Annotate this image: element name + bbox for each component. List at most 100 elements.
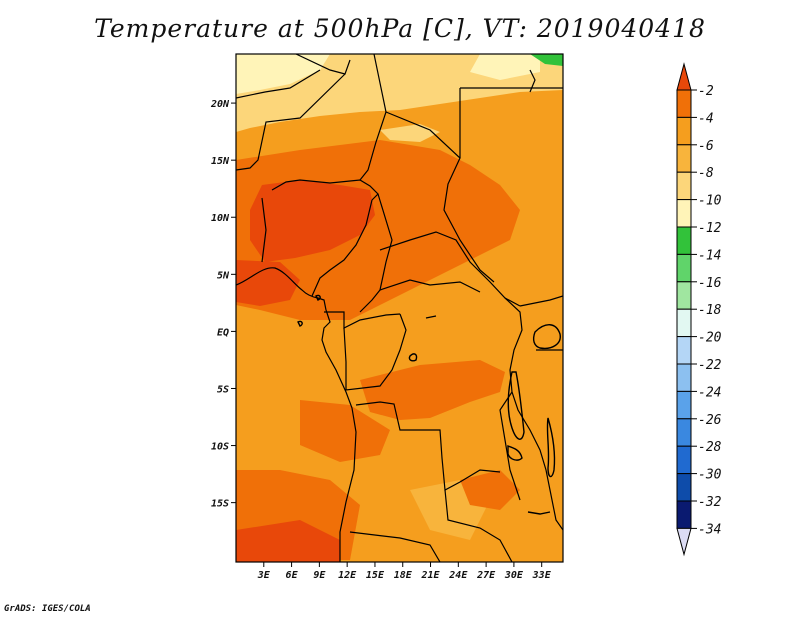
- colorbar-label: -4: [698, 111, 714, 126]
- field-coolest-northwest: [236, 54, 330, 94]
- lake-mai-ndombe: [408, 353, 418, 362]
- lake-mweru: [507, 445, 523, 461]
- border-north-1: [295, 54, 351, 75]
- field-coolest-northeast: [470, 54, 540, 80]
- border-niger: [236, 73, 346, 171]
- field-green-patch: [530, 54, 563, 66]
- colorbar-label: -26: [698, 413, 722, 428]
- field-warm-patch: [460, 470, 520, 510]
- field-warm-south: [300, 400, 390, 462]
- latitude-axis: 20N 15N 10N 5N EQ 5S 10S 15S: [210, 99, 236, 510]
- border-car-drc: [379, 279, 481, 293]
- border-nigeria-north: [271, 179, 379, 201]
- colorbar-label: -24: [698, 385, 721, 400]
- river-congo: [425, 315, 437, 319]
- colorbar-label: -12: [698, 221, 722, 236]
- lon-tick-label: 33E: [532, 570, 552, 581]
- colorbar-segment: [676, 144, 692, 173]
- colorbar-label: -28: [698, 440, 722, 455]
- lat-tick-label: 20N: [210, 99, 230, 110]
- lon-tick-label: 12E: [338, 570, 357, 581]
- longitude-axis: 3E 6E 9E 12E 15E 18E 21E 24E 27E 30E 33E: [257, 562, 552, 581]
- colorbar-segment: [676, 89, 692, 118]
- colorbar-segment: [676, 308, 692, 338]
- border-tanzania: [499, 391, 521, 501]
- colorbar-label: -18: [698, 303, 722, 318]
- lake-tanganyika: [507, 371, 525, 440]
- border-east-drc: [504, 297, 563, 531]
- lake-malawi: [546, 417, 556, 478]
- border-car-south: [379, 231, 521, 307]
- colorbar-segment: [676, 253, 692, 283]
- colorbar-bottom-arrow: [676, 527, 692, 557]
- border-chad-sudan: [385, 111, 495, 283]
- west-africa-coastline: [236, 267, 327, 311]
- colorbar-label: -2: [698, 84, 714, 99]
- lon-tick-label: 27E: [476, 570, 496, 581]
- colorbar-label: -14: [698, 248, 721, 263]
- map-frame: [235, 53, 564, 563]
- colorbar-segment: [676, 363, 692, 392]
- colorbar-segment: [676, 116, 692, 146]
- field-warmest-southwest: [236, 520, 340, 562]
- border-sinai: [529, 69, 536, 93]
- lake-kariba: [527, 511, 551, 515]
- colorbar-top-arrow: [676, 62, 692, 91]
- central-africa-coastline: [321, 309, 357, 562]
- country-borders: [236, 54, 563, 562]
- colorbar-segment: [676, 390, 692, 420]
- lon-tick-label: 18E: [394, 570, 413, 581]
- colorbar-label: -34: [698, 522, 721, 537]
- colorbar-segment: [676, 199, 692, 228]
- lat-tick-label: 5S: [217, 384, 229, 395]
- lon-tick-label: 30E: [504, 570, 524, 581]
- grads-credit: GrADS: IGES/COLA: [4, 604, 91, 614]
- field-warmest-nigeria: [250, 180, 375, 262]
- colorbar-segment: [676, 500, 692, 529]
- lon-tick-label: 6E: [286, 570, 299, 581]
- lat-tick-label: 10N: [211, 213, 230, 224]
- border-namibia: [349, 531, 441, 562]
- lat-tick-label: 10S: [211, 442, 229, 453]
- colorbar-label: -10: [698, 194, 722, 209]
- border-cameroon-nigeria: [311, 199, 373, 297]
- lon-tick-label: 3E: [257, 570, 271, 581]
- colorbar-segment: [676, 445, 692, 475]
- lake-victoria: [532, 324, 561, 350]
- border-south-sudan-uganda: [519, 295, 563, 307]
- border-north-2: [236, 69, 321, 99]
- colorbar-segment: [676, 473, 692, 502]
- island-small: [315, 294, 321, 301]
- border-cameroon-chad: [359, 193, 393, 313]
- border-congo-drc: [343, 313, 407, 391]
- colorbar-segment: [676, 336, 692, 365]
- colorbar: -2 -4 -6 -8 -10 -12 -14 -16 -18 -20 -22 -24 -26 -28 -3…: [676, 62, 722, 557]
- colorbar-label: -30: [698, 468, 722, 483]
- lat-tick-label: 15S: [211, 499, 229, 510]
- colorbar-label: -6: [698, 139, 714, 154]
- border-chad-west: [359, 54, 387, 181]
- lat-tick-label: 15N: [211, 156, 230, 167]
- island-bioko: [297, 320, 303, 327]
- lon-tick-label: 9E: [313, 570, 326, 581]
- colorbar-label: -16: [698, 276, 722, 291]
- lat-tick-label: 5N: [217, 270, 230, 281]
- map-title: Temperature at 500hPa [C], VT: 201904041…: [94, 14, 706, 43]
- colorbar-label: -20: [698, 331, 722, 346]
- colorbar-label: -8: [698, 166, 714, 181]
- field-warmest-coast: [236, 260, 300, 306]
- lakes: [297, 294, 561, 515]
- lat-tick-label: EQ: [217, 327, 229, 338]
- field-warm-center: [360, 360, 505, 420]
- border-benin: [261, 197, 267, 263]
- colorbar-segment: [676, 171, 692, 201]
- lon-tick-label: 24E: [448, 570, 468, 581]
- border-angola-drc: [355, 401, 501, 491]
- lon-tick-label: 15E: [366, 570, 385, 581]
- temperature-field: [236, 54, 563, 562]
- border-gabon-congo: [324, 311, 401, 329]
- colorbar-segment: [676, 226, 692, 255]
- lon-tick-label: 21E: [421, 570, 441, 581]
- colorbar-segment: [676, 281, 692, 310]
